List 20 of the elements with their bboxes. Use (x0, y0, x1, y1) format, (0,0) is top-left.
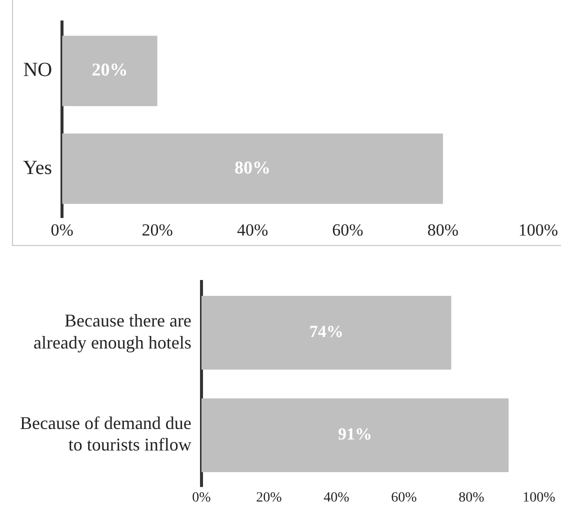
data-label: 80% (234, 157, 271, 178)
x-tick-label: 80% (427, 220, 459, 240)
y-tick-label: Because of demand due to tourists inflow (20, 413, 192, 455)
x-tick-label: 60% (391, 490, 418, 506)
x-tick-label: 0% (192, 490, 212, 506)
data-label: 74% (309, 322, 344, 342)
data-label: 20% (92, 60, 128, 80)
y-tick-label: Because there are already enough hotels (33, 310, 192, 352)
x-tick-label: 20% (142, 220, 173, 240)
y-tick-label: NO (23, 59, 52, 82)
x-tick-label: 60% (332, 220, 364, 240)
x-tick-label: 40% (324, 490, 350, 506)
x-tick-label: 100% (522, 490, 556, 506)
data-label: 91% (338, 424, 372, 444)
y-tick-label: Yes (22, 156, 52, 179)
x-tick-label: 40% (236, 220, 268, 240)
x-tick-label: 0% (50, 220, 74, 240)
x-tick-label: 20% (256, 490, 282, 506)
x-tick-label: 100% (518, 220, 558, 240)
x-tick-label: 80% (458, 490, 485, 506)
